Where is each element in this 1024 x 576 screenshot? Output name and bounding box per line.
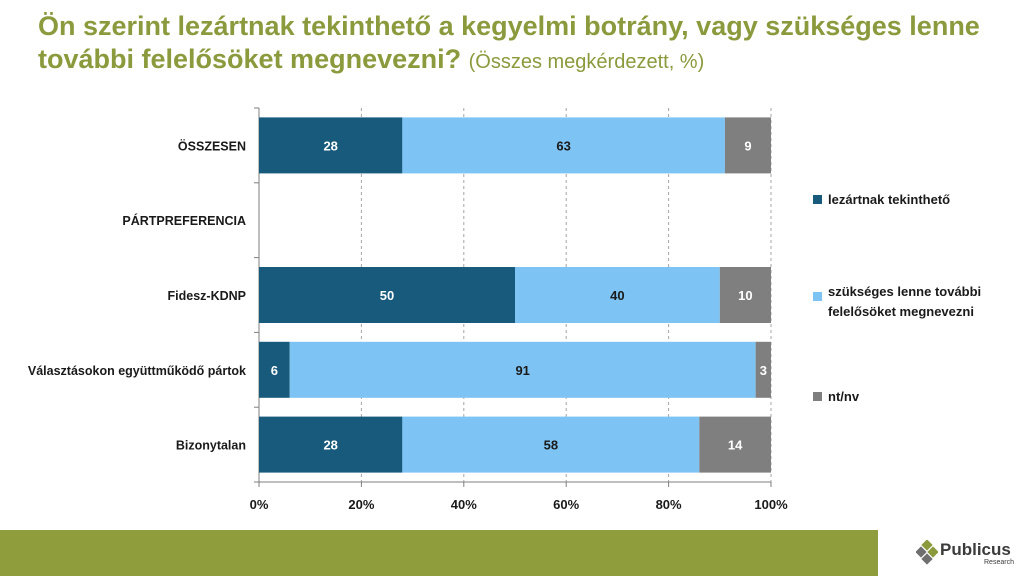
bar-segment [699, 416, 771, 473]
data-label: 28 [323, 138, 337, 153]
legend-label: lezártnak tekinthető [828, 192, 950, 207]
legend-swatch [813, 392, 822, 401]
x-tick-label: 60% [553, 497, 579, 512]
legend-label: nt/nv [828, 389, 860, 404]
category-label: Bizonytalan [176, 439, 246, 453]
data-label: 9 [744, 138, 751, 153]
bar-segment [289, 341, 756, 398]
bar-segment [719, 267, 771, 323]
legend-swatch [813, 195, 822, 204]
x-tick-label: 20% [348, 497, 374, 512]
data-label: 6 [271, 363, 278, 378]
chart-area: 0% 20% 40% 60% 80% 100%ÖSSZESEN 28 63 9PÁRTPREFE… [28, 107, 981, 512]
bar-segment [259, 267, 515, 323]
legend-label: felelősöket megnevezni [828, 304, 974, 319]
bar-segment [755, 341, 771, 398]
data-label: 63 [556, 138, 570, 153]
bar-segment [259, 117, 403, 174]
bar-segment [402, 117, 725, 174]
bar-segment [402, 416, 700, 473]
data-label: 58 [544, 438, 558, 453]
publicus-logo: Publicus Research [916, 538, 1024, 572]
logo-diamond-icon [916, 540, 938, 565]
legend-label: szükséges lenne további [828, 284, 981, 299]
x-tick-label: 40% [451, 497, 477, 512]
logo-name: Publicus [940, 540, 1011, 559]
category-label: PÁRTPREFERENCIA [122, 213, 246, 228]
category-label: ÖSSZESEN [178, 138, 246, 153]
logo-sub: Research [984, 559, 1014, 566]
title-main: Ön szerint lezártnak tekinthető a kegyel… [38, 11, 980, 74]
bar-segment [515, 267, 720, 323]
x-tick-label: 80% [656, 497, 682, 512]
data-label: 10 [738, 288, 752, 303]
chart-title: Ön szerint lezártnak tekinthető a kegyel… [38, 10, 1008, 79]
data-label: 3 [760, 363, 767, 378]
category-label: Választásokon együttműködő pártok [28, 364, 246, 378]
category-label: Fidesz-KDNP [168, 289, 246, 303]
bar-segment [259, 341, 290, 398]
footer-bar [0, 530, 878, 576]
data-label: 40 [610, 288, 624, 303]
x-tick-label: 0% [250, 497, 269, 512]
x-tick-label: 100% [754, 497, 788, 512]
data-label: 91 [515, 363, 529, 378]
legend-swatch [813, 292, 822, 301]
bar-segment [259, 416, 403, 473]
data-label: 28 [323, 438, 337, 453]
title-subtitle: (Összes megkérdezett, %) [468, 51, 705, 73]
data-label: 14 [728, 438, 743, 453]
data-label: 50 [380, 288, 394, 303]
bar-segment [724, 117, 771, 174]
